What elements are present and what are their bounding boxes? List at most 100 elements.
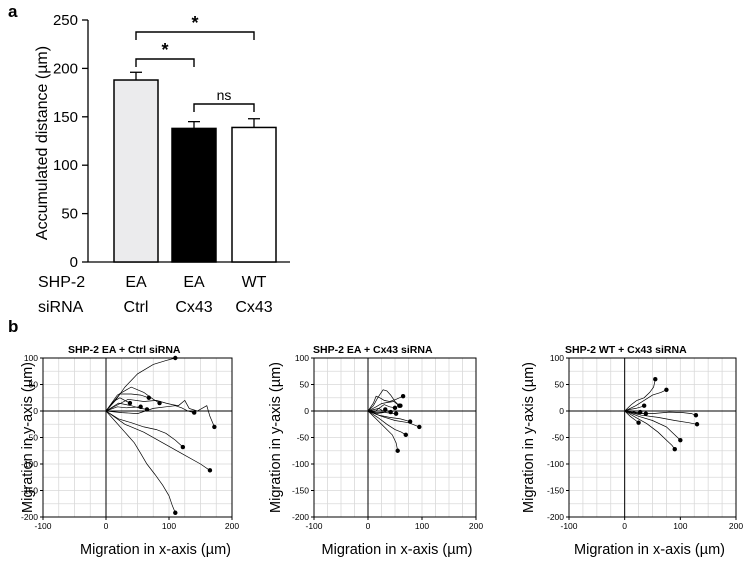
category-label-bottom: Cx43 xyxy=(235,299,272,316)
migration-track xyxy=(105,386,160,412)
track-end-point xyxy=(694,422,700,427)
migration-track xyxy=(367,410,420,428)
y-tick-label: -50 xyxy=(297,433,310,443)
y-tick-label: 0 xyxy=(304,406,309,416)
track-end-point xyxy=(400,393,406,399)
migration-track xyxy=(367,410,397,414)
x-axis-label: Migration in x-axis (µm) xyxy=(322,542,473,558)
significance-label: ns xyxy=(217,87,232,103)
category-label-top: EA xyxy=(183,274,205,291)
track-end-point xyxy=(392,405,398,411)
y-tick-label: 100 xyxy=(53,157,78,174)
migration-track xyxy=(105,410,211,471)
y-tick-label: -50 xyxy=(26,433,39,443)
x-tick-label: 0 xyxy=(622,521,627,531)
bar xyxy=(113,79,159,263)
migration-track xyxy=(105,398,215,428)
bar xyxy=(171,127,217,263)
track-end-point xyxy=(653,377,658,382)
y-axis-label: Migration in y-axis (µm) xyxy=(20,362,36,513)
track-end-point xyxy=(146,395,152,400)
track-end-point xyxy=(395,448,400,453)
y-tick-label: -100 xyxy=(547,459,564,469)
y-tick-label: 0 xyxy=(70,254,78,271)
migration-track xyxy=(367,401,401,412)
x-tick-label: 0 xyxy=(104,521,109,531)
significance-bracket xyxy=(135,31,255,40)
panel-b-label: b xyxy=(8,317,18,336)
migration-track xyxy=(367,395,404,412)
y-tick-label: -100 xyxy=(292,459,309,469)
track-end-point xyxy=(678,437,683,443)
panel-a-label: a xyxy=(8,2,18,21)
significance-bracket xyxy=(193,103,255,112)
track-end-point xyxy=(641,403,647,408)
track-plot-ea-cx43: -100 0 100 200 -200 -150 -100 -50 0 50 100 SHP-2 EA… xyxy=(268,344,483,558)
migration-track xyxy=(367,404,396,412)
x-axis-label: Migration in x-axis (µm) xyxy=(80,542,231,558)
y-tick-label: -200 xyxy=(547,512,564,522)
track-end-point xyxy=(127,400,133,406)
y-tick-label: -150 xyxy=(292,486,309,496)
track-end-point xyxy=(212,424,217,430)
y-tick-label: 100 xyxy=(550,353,564,363)
y-tick-label: 150 xyxy=(53,109,78,126)
migration-track xyxy=(624,410,681,441)
y-tick-label: 100 xyxy=(295,353,309,363)
migration-track xyxy=(624,410,697,416)
y-tick-label: 250 xyxy=(53,12,78,29)
y-tick-label: 50 xyxy=(300,380,310,390)
track-end-point xyxy=(417,424,422,430)
y-tick-label: -200 xyxy=(21,512,38,522)
plot-title: SHP-2 EA + Cx43 siRNA xyxy=(313,344,433,356)
migration-track xyxy=(105,405,195,414)
y-tick-label: -50 xyxy=(552,433,565,443)
migration-track xyxy=(105,402,147,412)
track-plot-ctrl: -100 0 100 200 -200 -150 -100 -50 0 50 100 SHP-2 EA… xyxy=(20,344,239,558)
y-tick-label: -200 xyxy=(292,512,309,522)
x-tick-label: -100 xyxy=(305,521,322,531)
migration-track xyxy=(105,397,131,412)
track-end-point xyxy=(693,413,699,418)
significance-label: * xyxy=(191,13,198,33)
track-end-point xyxy=(398,403,403,408)
plot-title: SHP-2 WT + Cx43 siRNA xyxy=(565,344,687,356)
migration-track xyxy=(367,410,399,451)
y-tick-label: 200 xyxy=(53,60,78,77)
row-label-shp2: SHP-2 xyxy=(38,274,85,291)
migration-track xyxy=(624,410,676,450)
y-tick-label: -150 xyxy=(547,486,564,496)
x-tick-label: 100 xyxy=(673,521,687,531)
y-tick-label: -100 xyxy=(21,459,38,469)
category-label-top: WT xyxy=(242,274,267,291)
x-tick-label: 100 xyxy=(415,521,429,531)
y-tick-label: 50 xyxy=(61,206,78,223)
track-end-point xyxy=(192,410,197,415)
category-label-top: EA xyxy=(125,274,147,291)
y-tick-label: 0 xyxy=(559,406,564,416)
y-tick-label: 50 xyxy=(29,380,39,390)
migration-track xyxy=(367,389,400,412)
track-end-point xyxy=(403,432,408,438)
x-axis-label: Migration in x-axis (µm) xyxy=(574,542,725,558)
track-end-point xyxy=(383,407,388,412)
track-end-point xyxy=(207,468,213,473)
bar xyxy=(231,126,277,263)
y-tick-label: -150 xyxy=(21,486,38,496)
significance-bracket xyxy=(135,58,195,67)
y-axis-label: Accumulated distance (µm) xyxy=(34,46,51,240)
plot-title: SHP-2 EA + Ctrl siRNA xyxy=(68,344,181,356)
track-end-point xyxy=(393,411,399,416)
x-tick-label: 200 xyxy=(729,521,743,531)
migration-track xyxy=(367,410,406,436)
significance-label: * xyxy=(161,40,168,60)
row-label-sirna: siRNA xyxy=(38,299,84,316)
track-end-point xyxy=(636,420,641,425)
migration-track xyxy=(624,410,698,425)
migration-track xyxy=(624,379,656,412)
migration-track xyxy=(624,389,667,412)
